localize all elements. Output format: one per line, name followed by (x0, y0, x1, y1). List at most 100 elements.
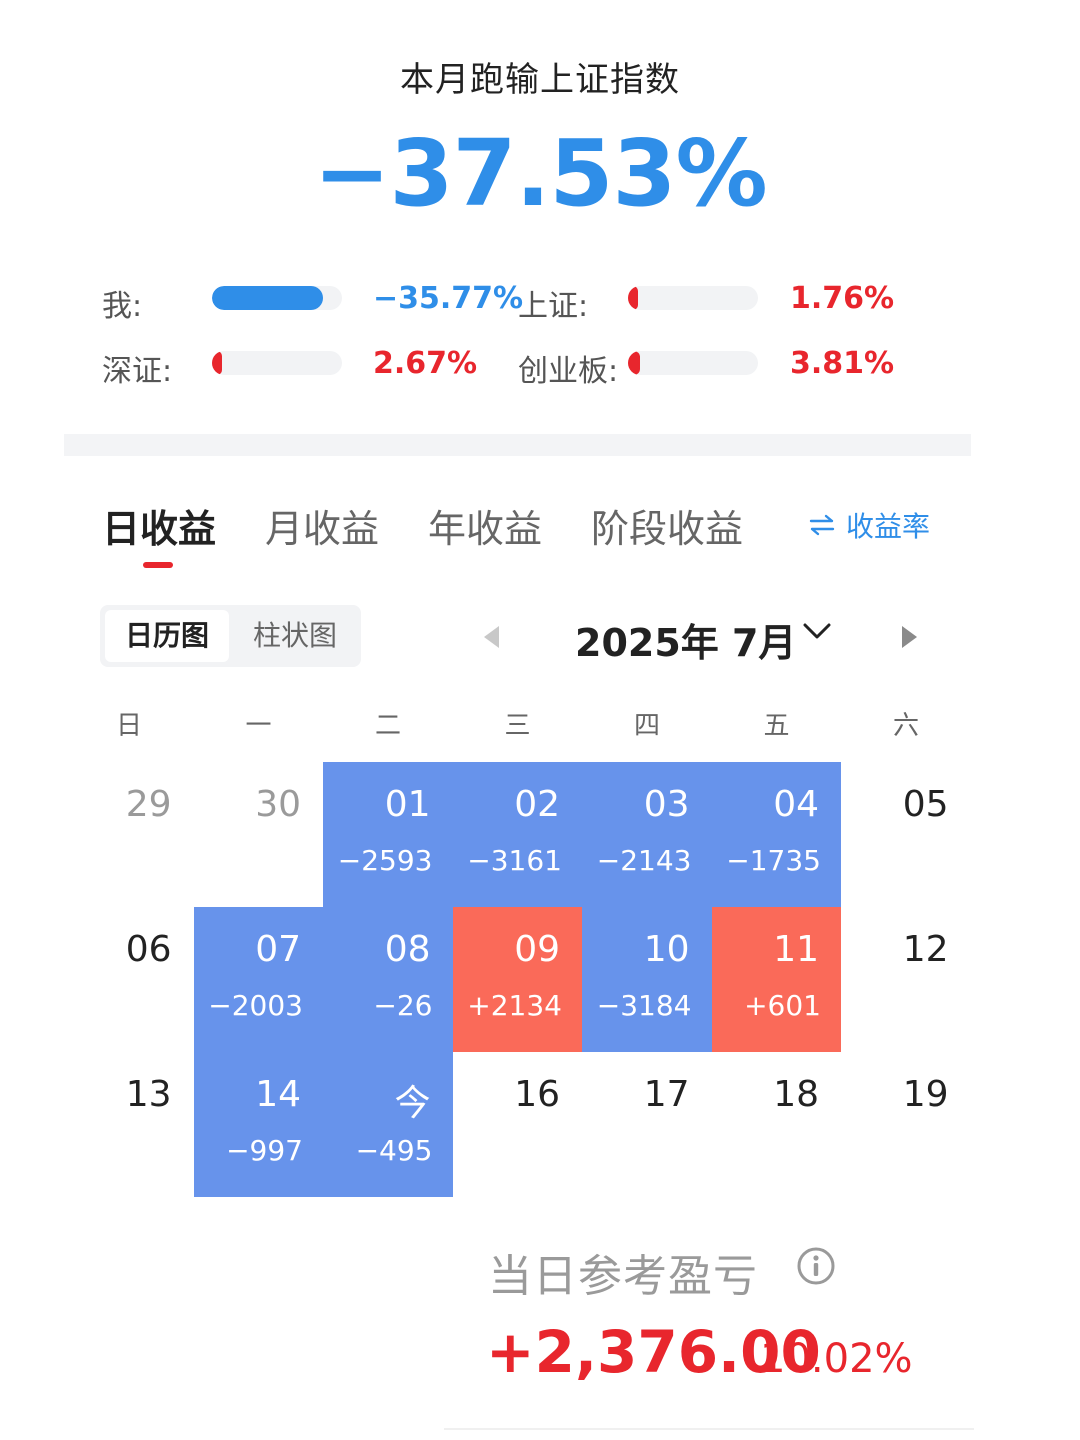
compare-value-shenzhen: 2.67% (373, 346, 478, 381)
weekday-mon: 一 (245, 711, 272, 741)
calendar-day-cell[interactable]: 10 −3184 (582, 907, 712, 1052)
calendar-day-cell[interactable]: 02 −3161 (452, 762, 582, 907)
month-label[interactable]: 2025年 7月 (575, 621, 797, 665)
calendar-day-pnl: −2003 (208, 989, 303, 1022)
calendar-day-pnl: −3161 (467, 844, 562, 877)
compare-bar-shanghai (628, 286, 758, 310)
calendar-day-pnl: −26 (373, 989, 433, 1022)
calendar-day-pnl: −3184 (596, 989, 692, 1022)
calendar-day-number: 今 (394, 1083, 431, 1124)
compare-bar-me (212, 286, 342, 310)
calendar-day-number: 01 (384, 784, 431, 825)
calendar-day-number: 14 (255, 1074, 301, 1115)
calendar-day-cell[interactable]: 05 (841, 762, 971, 907)
calendar-day-cell[interactable]: 29 (64, 762, 194, 907)
calendar-day-number: 10 (643, 929, 690, 970)
compare-bar-chinext (628, 351, 758, 375)
weekday-tue: 二 (374, 711, 401, 741)
compare-label-me: 我: (102, 289, 143, 324)
calendar-day-number: 06 (125, 929, 172, 970)
compare-bar-fill-shanghai (628, 286, 638, 310)
calendar-day-pnl: −2143 (596, 844, 692, 877)
tab-daily-return[interactable]: 日收益 (102, 507, 217, 551)
reference-pnl-label: 当日参考盈亏 (488, 1251, 758, 1302)
bar-view-button[interactable]: 柱状图 (252, 619, 337, 652)
calendar-day-number: 13 (125, 1074, 172, 1115)
calendar-view-button[interactable]: 日历图 (105, 610, 229, 662)
calendar-day-pnl: −1735 (726, 844, 821, 877)
calendar-day-cell[interactable]: 06 (64, 907, 194, 1052)
calendar-day-cell[interactable]: 16 (453, 1052, 583, 1197)
compare-value-shanghai: 1.76% (790, 281, 895, 316)
compare-bar-fill-chinext (628, 351, 640, 375)
calendar-day-cell[interactable]: 07 −2003 (193, 907, 323, 1052)
calendar-day-number: 18 (773, 1074, 819, 1115)
calendar-day-cell[interactable]: 11 +601 (711, 907, 841, 1052)
reference-pnl-amount: +2,376.00 (486, 1318, 821, 1386)
calendar-day-number: 30 (255, 784, 301, 825)
calendar-day-pnl: +601 (744, 989, 821, 1022)
calendar-day-number: 17 (643, 1074, 690, 1115)
calendar-day-pnl: −2593 (337, 844, 433, 877)
calendar-day-cell[interactable]: 04 −1735 (711, 762, 841, 907)
calendar-day-number: 12 (902, 929, 949, 970)
compare-label-shanghai: 上证: (518, 289, 589, 324)
calendar-day-cell[interactable]: 12 (841, 907, 971, 1052)
tab-monthly-return[interactable]: 月收益 (265, 507, 380, 551)
calendar-day-number: 16 (514, 1074, 560, 1115)
calendar-day-cell[interactable]: 14 −997 (193, 1052, 323, 1197)
calendar-day-number: 07 (255, 929, 301, 970)
compare-bar-fill-shenzhen (212, 351, 222, 375)
compare-bar-shenzhen (212, 351, 342, 375)
compare-label-chinext: 创业板: (518, 354, 619, 389)
bottom-divider (444, 1428, 974, 1430)
relative-return-value: −37.53% (313, 120, 767, 227)
weekday-sun: 日 (115, 711, 142, 741)
tab-yearly-return[interactable]: 年收益 (428, 507, 543, 551)
calendar-day-cell[interactable]: 08 −26 (323, 907, 453, 1052)
calendar-day-cell[interactable]: 01 −2593 (323, 762, 453, 907)
calendar-day-cell[interactable]: 03 −2143 (582, 762, 712, 907)
calendar-day-number: 02 (514, 784, 560, 825)
weekday-thu: 四 (633, 711, 660, 741)
calendar-day-cell[interactable]: 09 +2134 (452, 907, 582, 1052)
calendar-day-number: 29 (125, 784, 172, 825)
compare-value-me: −35.77% (373, 281, 524, 316)
compare-label-shenzhen: 深证: (102, 354, 173, 389)
chevron-down-icon[interactable] (800, 614, 834, 652)
calendar-day-number: 05 (902, 784, 949, 825)
calendar-grid: 29 30 01 −2593 02 −3161 03 −2143 04 −1735 05 06 07 −2… (64, 762, 971, 1197)
calendar-day-number: 11 (773, 929, 819, 970)
return-rate-toggle[interactable]: 收益率 (808, 505, 930, 545)
compare-bar-fill-me (212, 286, 323, 310)
reference-pnl-percent: 10.02% (760, 1336, 913, 1382)
weekday-sat: 六 (892, 711, 919, 741)
compare-value-chinext: 3.81% (790, 346, 895, 381)
calendar-day-cell[interactable]: 18 (712, 1052, 842, 1197)
section-divider (64, 434, 971, 456)
tab-period-return[interactable]: 阶段收益 (591, 507, 744, 551)
calendar-day-cell[interactable]: 17 (582, 1052, 712, 1197)
prev-month-icon[interactable] (484, 626, 499, 648)
return-rate-label: 收益率 (846, 510, 931, 543)
weekday-fri: 五 (763, 711, 790, 741)
swap-arrows-icon (808, 510, 836, 543)
calendar-day-cell[interactable]: 13 (64, 1052, 194, 1197)
calendar-day-cell[interactable]: 19 (841, 1052, 971, 1197)
next-month-icon[interactable] (902, 626, 917, 648)
calendar-day-number: 19 (902, 1074, 949, 1115)
calendar-day-number: 03 (643, 784, 690, 825)
page-title: 本月跑输上证指数 (400, 60, 680, 100)
calendar-day-pnl: −495 (355, 1134, 433, 1167)
calendar-day-number: 04 (773, 784, 819, 825)
weekday-wed: 三 (504, 711, 531, 741)
calendar-day-number: 08 (384, 929, 431, 970)
info-icon[interactable] (796, 1246, 836, 1290)
calendar-day-number: 09 (514, 929, 560, 970)
active-tab-indicator (143, 562, 173, 568)
view-switch: 日历图 柱状图 (100, 605, 361, 667)
calendar-day-pnl: +2134 (467, 989, 562, 1022)
calendar-day-cell[interactable]: 今 −495 (323, 1052, 453, 1197)
calendar-day-cell[interactable]: 30 (194, 762, 324, 907)
calendar-day-pnl: −997 (226, 1134, 303, 1167)
